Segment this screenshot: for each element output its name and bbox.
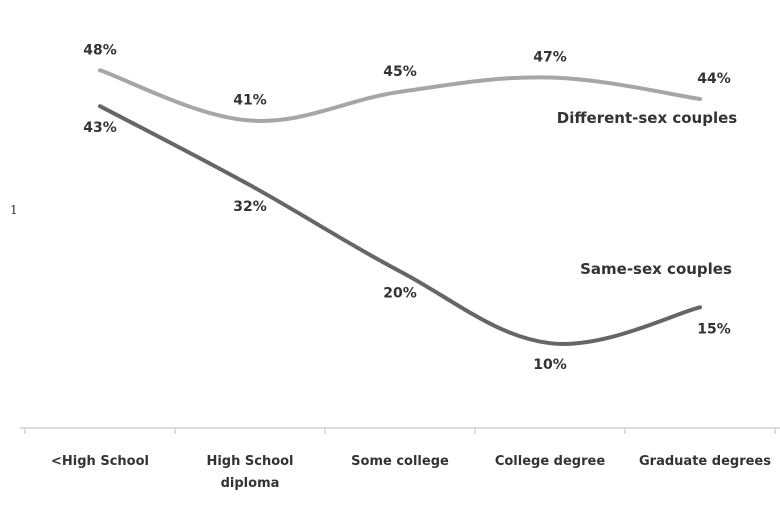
x-tick-label: High School diploma bbox=[206, 454, 293, 491]
series-line-different-sex bbox=[98, 68, 702, 123]
data-label: 45% bbox=[383, 64, 417, 80]
data-label: 47% bbox=[533, 49, 567, 65]
stray-mark: 1 bbox=[10, 203, 18, 217]
data-label: 41% bbox=[233, 93, 267, 109]
series-name-label: Different-sex couples bbox=[557, 109, 737, 127]
x-tick-label: Graduate degrees bbox=[639, 454, 771, 469]
data-label: 15% bbox=[697, 321, 731, 337]
series-name-label: Same-sex couples bbox=[580, 260, 732, 278]
x-axis bbox=[20, 427, 780, 434]
data-label: 32% bbox=[233, 199, 267, 215]
data-label: 43% bbox=[83, 120, 117, 136]
data-label: 20% bbox=[383, 285, 417, 301]
x-tick-label: College degree bbox=[495, 454, 606, 469]
series-line-same-sex bbox=[98, 104, 702, 346]
x-tick-label: Some college bbox=[351, 454, 449, 469]
data-label: 44% bbox=[697, 71, 731, 87]
data-label: 48% bbox=[83, 42, 117, 58]
data-label: 10% bbox=[533, 357, 567, 373]
x-tick-label: <High School bbox=[51, 454, 149, 469]
data-labels: 48% 41% 45% 47% 44% 43% 32% 20% 10% 15% bbox=[83, 42, 731, 373]
series-lines bbox=[98, 68, 702, 346]
series-names: Different-sex couples Same-sex couples bbox=[557, 109, 737, 278]
x-tick-labels: <High School High School diploma Some colle… bbox=[51, 454, 771, 491]
